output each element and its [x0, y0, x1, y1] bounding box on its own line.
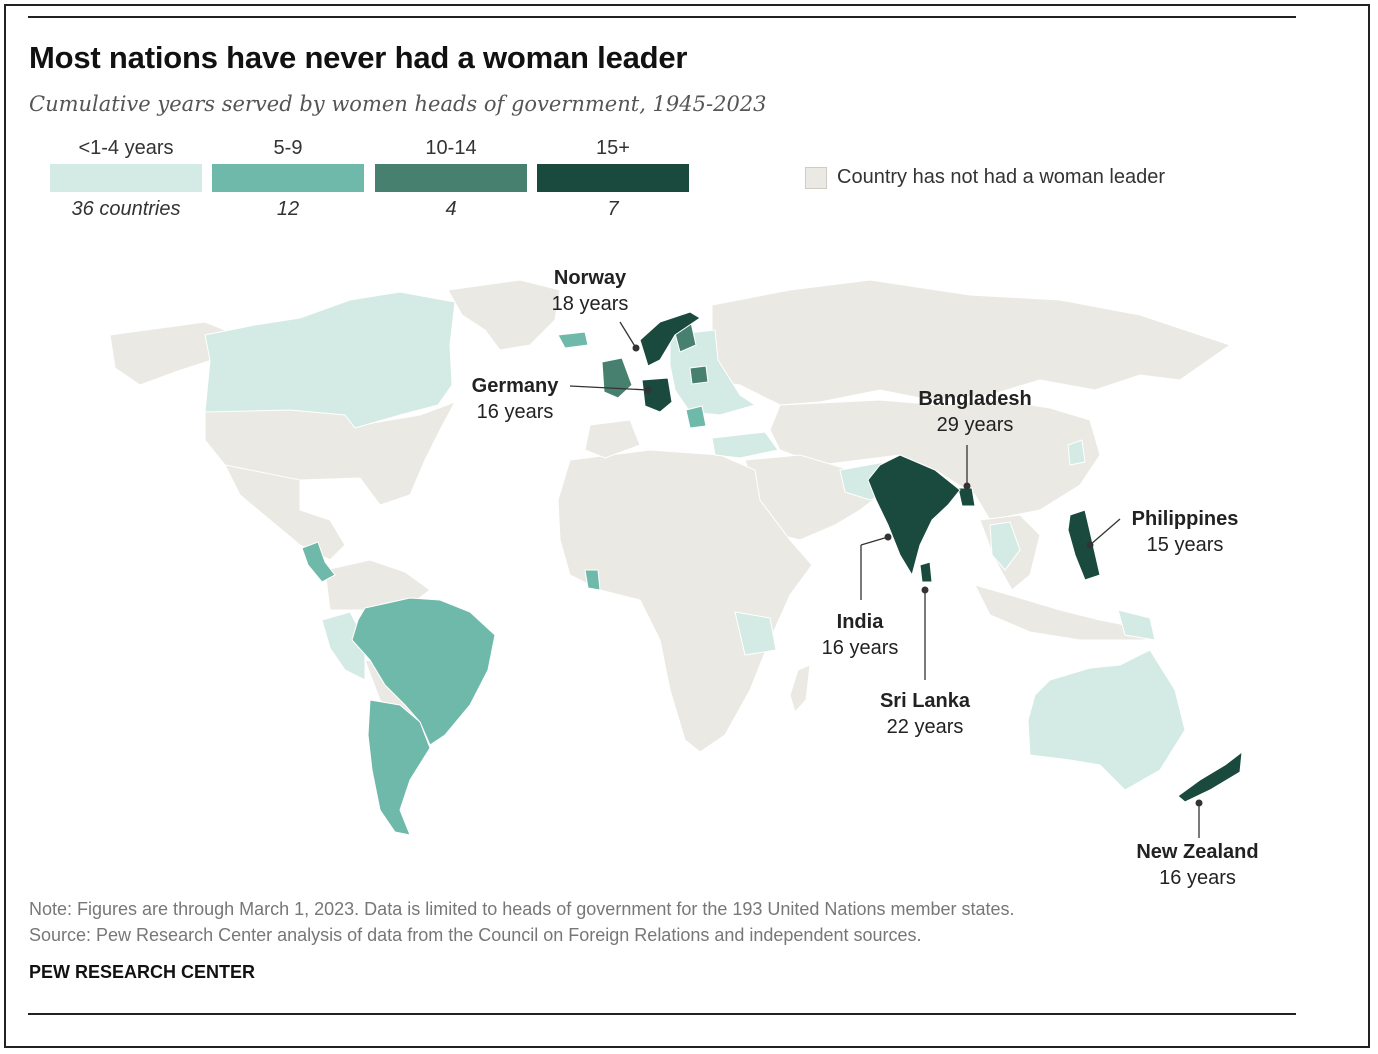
turkey-shape — [711, 431, 779, 459]
callout-years: 29 years — [936, 414, 1014, 436]
legend-no-leader-swatch — [805, 166, 827, 189]
brazil-shape — [351, 597, 496, 746]
philippines-dot — [1086, 541, 1094, 549]
callout-germany: Germany 16 years — [455, 373, 575, 425]
norway-leader-line — [619, 321, 637, 349]
peru-shape — [321, 611, 366, 681]
bangladesh-dot — [963, 482, 971, 490]
new-zealand-dot — [1195, 799, 1203, 807]
callout-years: 22 years — [886, 716, 964, 738]
legend-bin-3: 10-14 4 — [375, 134, 527, 221]
philippines-shape — [1067, 509, 1101, 581]
callout-name: Philippines — [1131, 508, 1239, 530]
callout-philippines: Philippines 15 years — [1110, 506, 1260, 558]
legend-no-leader: Country has not had a woman leader — [805, 166, 1165, 189]
india-dot — [884, 533, 892, 541]
legend-bin-count: 4 — [445, 198, 457, 220]
legend-bin-count: 12 — [276, 198, 300, 220]
callout-years: 16 years — [1159, 867, 1236, 889]
top-rule — [28, 16, 1296, 18]
africa-shape — [557, 449, 813, 753]
callout-leaders — [569, 321, 1200, 838]
south-america-north-shape — [324, 559, 431, 611]
legend-bin-label: 15+ — [596, 137, 630, 159]
callout-name: New Zealand — [1136, 841, 1259, 863]
new-zealand-shape — [1177, 750, 1243, 803]
uk-shape — [601, 357, 633, 399]
callout-sri-lanka: Sri Lanka 22 years — [860, 688, 990, 740]
callout-years: 16 years — [476, 401, 554, 423]
germany-dot — [644, 386, 652, 394]
central-america-bin2-shape — [301, 541, 336, 583]
india-shape — [867, 454, 961, 577]
callout-name: Germany — [471, 375, 559, 397]
germany-leader-line — [569, 385, 649, 391]
legend-bin-label: 10-14 — [425, 137, 477, 159]
legend-bin-label: 5-9 — [273, 137, 303, 159]
bangladesh-shape — [957, 487, 976, 507]
notes-block: Note: Figures are through March 1, 2023.… — [29, 896, 1015, 948]
callout-norway: Norway 18 years — [530, 265, 650, 317]
canada-shape — [204, 291, 456, 429]
bottom-rule — [28, 1013, 1296, 1015]
callout-india: India 16 years — [800, 609, 920, 661]
source-text: Source: Pew Research Center analysis of … — [29, 925, 922, 945]
callout-name: Norway — [553, 267, 627, 289]
brand-logo-text: PEW RESEARCH CENTER — [29, 962, 256, 982]
australia-shape — [1027, 649, 1186, 791]
argentina-chile-shape — [367, 699, 431, 836]
bin-4-land — [639, 311, 1243, 803]
callout-name: Bangladesh — [918, 388, 1032, 410]
thailand-shape — [989, 521, 1021, 571]
legend-swatch — [212, 164, 364, 192]
india-leader-bend — [860, 536, 889, 546]
callout-name: Sri Lanka — [879, 690, 971, 712]
callout-years: 18 years — [551, 293, 629, 315]
callout-dots — [632, 344, 1203, 807]
sri-lanka-dot — [921, 586, 929, 594]
korea-japan-shape — [1067, 439, 1086, 466]
sri-lanka-shape — [919, 561, 933, 583]
callout-bangladesh: Bangladesh 29 years — [900, 386, 1050, 438]
europe-east-shape — [669, 329, 757, 416]
tanzania-shape — [734, 611, 777, 656]
alaska-shape — [109, 321, 226, 386]
legend-bin-2: 5-9 12 — [212, 134, 364, 221]
germany-shape — [641, 377, 673, 413]
bin-2-land — [301, 331, 707, 836]
legend-bin-label: <1-4 years — [78, 137, 174, 159]
philippines-leader-line — [1089, 518, 1121, 546]
norway-shape — [639, 311, 701, 367]
world-map — [109, 279, 1243, 838]
legend-bin-count: 36 countries — [71, 198, 181, 220]
callout-new-zealand: New Zealand 16 years — [1115, 839, 1280, 891]
chart-title: Most nations have never had a woman lead… — [29, 40, 688, 75]
europe-bin2-shape — [685, 405, 707, 429]
papua-shape — [1117, 609, 1156, 641]
legend-bin-count: 7 — [607, 198, 619, 220]
callout-years: 15 years — [1146, 534, 1224, 556]
callout-name: India — [836, 611, 884, 633]
chart-subtitle: Cumulative years served by women heads o… — [29, 92, 767, 116]
legend-bin-4: 15+ 7 — [537, 134, 689, 221]
callout-years: 16 years — [821, 637, 899, 659]
legend-swatch — [537, 164, 689, 192]
mexico-central-america-shape — [224, 464, 346, 561]
iceland-shape — [557, 331, 589, 349]
bin-1-land — [204, 291, 1186, 791]
europe-bin3-shape — [689, 365, 709, 385]
greenland-shape — [447, 279, 561, 351]
legend-bin-1: <1-4 years 36 countries — [50, 134, 202, 221]
legend-swatch — [50, 164, 202, 192]
chart-frame — [4, 4, 1370, 1048]
iberia-north-africa-shape — [584, 419, 641, 459]
liberia-shape — [584, 569, 601, 591]
madagascar-shape — [789, 664, 811, 713]
legend-swatch — [375, 164, 527, 192]
note-text: Note: Figures are through March 1, 2023.… — [29, 899, 1015, 919]
norway-dot — [632, 344, 640, 352]
legend-no-leader-label: Country has not had a woman leader — [837, 166, 1165, 188]
russia-shape — [704, 279, 1232, 406]
